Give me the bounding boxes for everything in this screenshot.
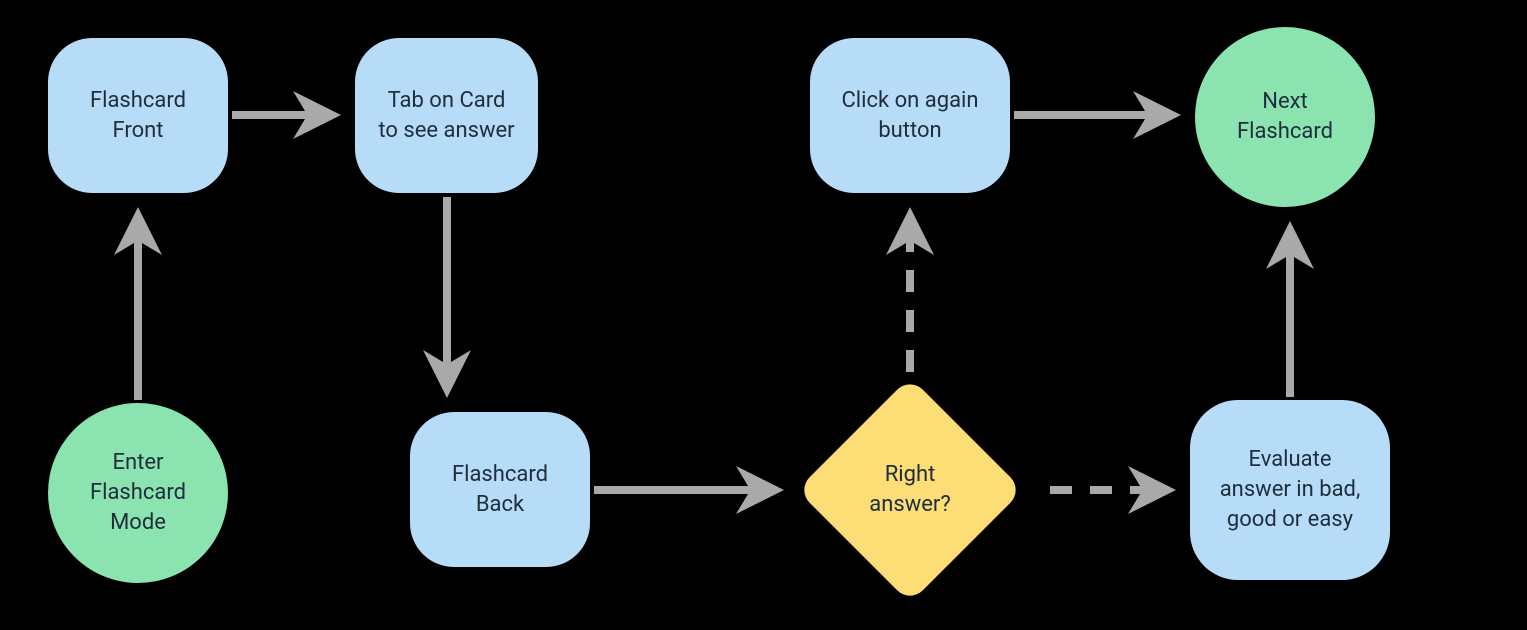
node-label: Evaluate answer in bad, good or easy	[1212, 437, 1369, 542]
node-flashcard-back: Flashcard Back	[410, 412, 590, 567]
node-flashcard-front: Flashcard Front	[48, 38, 228, 193]
node-label: Flashcard Back	[444, 452, 556, 527]
node-label: Right answer?	[795, 375, 1025, 605]
node-enter-flashcard-mode: Enter Flashcard Mode	[48, 403, 228, 583]
node-label: Next Flashcard	[1229, 79, 1341, 154]
node-label: Enter Flashcard Mode	[82, 440, 194, 545]
node-evaluate-answer: Evaluate answer in bad, good or easy	[1190, 400, 1390, 580]
node-label: Click on again button	[833, 78, 986, 153]
node-click-again: Click on again button	[810, 38, 1010, 193]
node-label: Flashcard Front	[82, 78, 194, 153]
node-next-flashcard: Next Flashcard	[1195, 27, 1375, 207]
node-right-answer: Right answer?	[795, 375, 1025, 605]
node-tab-on-card: Tab on Card to see answer	[355, 38, 538, 193]
node-label: Tab on Card to see answer	[370, 78, 522, 153]
